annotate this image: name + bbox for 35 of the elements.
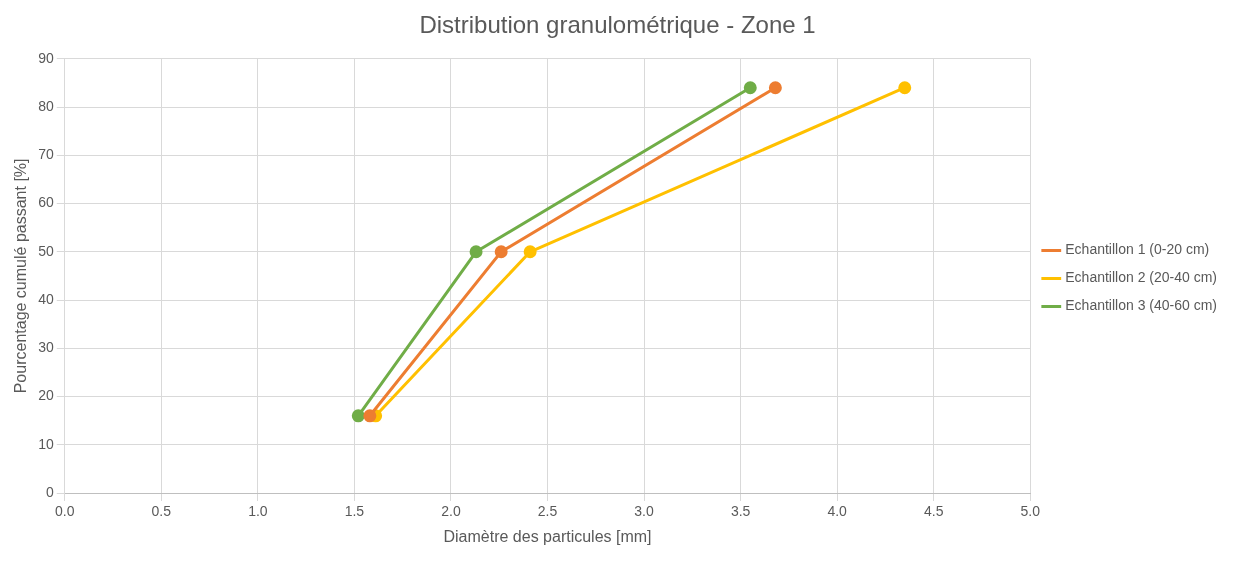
y-axis-title: Pourcentage cumulé passant [%] (12, 158, 30, 394)
point (363, 409, 377, 423)
point (523, 245, 537, 259)
x-tick-label: 5.0 (1020, 503, 1041, 520)
y-tick-label: 10 (38, 435, 54, 452)
x-tick-label: 4.5 (923, 503, 944, 520)
legend-label: Echantillon 3 (40-60 cm) (1065, 297, 1218, 314)
y-tick-label: 70 (38, 146, 54, 163)
point (494, 245, 508, 259)
x-tick-label: 4.0 (827, 503, 848, 520)
chart-title: Distribution granulométrique - Zone 1 (419, 11, 816, 39)
x-tick-label: 3.5 (730, 503, 751, 520)
y-tick-label: 30 (38, 339, 54, 356)
y-tick-label: 40 (38, 290, 54, 307)
point (768, 81, 782, 95)
x-tick-label: 1.5 (344, 503, 365, 520)
y-tick-label: 0 (45, 483, 54, 500)
y-tick-label: 60 (38, 194, 54, 211)
point (469, 245, 483, 259)
x-axis-title: Diamètre des particules [mm] (443, 527, 652, 545)
point (898, 81, 912, 95)
x-tick-label: 3.0 (634, 503, 655, 520)
y-tick-label: 50 (38, 242, 54, 259)
x-tick-label: 2.5 (537, 503, 558, 520)
point (351, 409, 365, 423)
legend-label: Echantillon 1 (0-20 cm) (1065, 241, 1210, 258)
y-tick-label: 80 (38, 97, 54, 114)
x-tick-label: 2.0 (441, 503, 461, 520)
x-tick-label: 0.0 (55, 503, 75, 520)
y-tick-label: 20 (38, 387, 54, 404)
x-tick-label: 1.0 (248, 503, 268, 520)
y-tick-label: 90 (38, 49, 54, 66)
x-tick-label: 0.5 (151, 503, 172, 520)
point (743, 81, 757, 95)
legend-label: Echantillon 2 (20-40 cm) (1065, 269, 1218, 286)
